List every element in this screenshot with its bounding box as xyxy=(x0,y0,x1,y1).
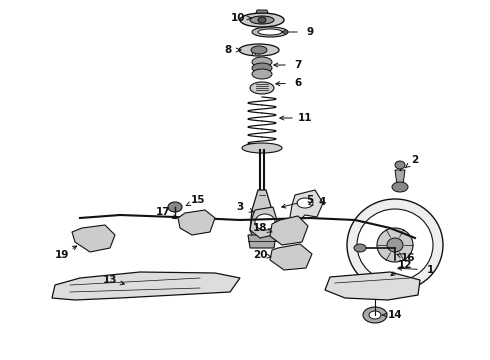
Ellipse shape xyxy=(387,238,403,252)
Text: 6: 6 xyxy=(294,78,302,88)
Text: 14: 14 xyxy=(388,310,402,320)
Ellipse shape xyxy=(250,16,274,24)
Ellipse shape xyxy=(239,44,279,56)
Ellipse shape xyxy=(395,161,405,169)
Text: 8: 8 xyxy=(224,45,232,55)
Text: 18: 18 xyxy=(253,223,267,233)
Ellipse shape xyxy=(255,214,275,230)
Text: 12: 12 xyxy=(398,260,412,270)
Text: 5: 5 xyxy=(306,195,314,205)
Ellipse shape xyxy=(242,143,282,153)
Ellipse shape xyxy=(252,69,272,79)
Text: 11: 11 xyxy=(298,113,312,123)
Ellipse shape xyxy=(252,57,272,67)
Polygon shape xyxy=(52,272,240,300)
Text: 17: 17 xyxy=(156,207,171,217)
Text: 4: 4 xyxy=(318,197,326,207)
Text: 19: 19 xyxy=(55,250,69,260)
Ellipse shape xyxy=(250,82,274,94)
Polygon shape xyxy=(72,225,115,252)
Text: 13: 13 xyxy=(103,275,117,285)
Ellipse shape xyxy=(357,209,433,281)
Text: 1: 1 xyxy=(426,265,434,275)
Text: 7: 7 xyxy=(294,60,302,70)
Ellipse shape xyxy=(240,13,284,27)
Ellipse shape xyxy=(363,307,387,323)
Ellipse shape xyxy=(297,198,313,208)
Polygon shape xyxy=(250,207,277,238)
Ellipse shape xyxy=(258,17,266,23)
Ellipse shape xyxy=(252,27,288,37)
Text: 3: 3 xyxy=(236,202,244,212)
Polygon shape xyxy=(250,190,274,240)
Text: 16: 16 xyxy=(401,253,415,263)
Ellipse shape xyxy=(369,311,381,319)
Ellipse shape xyxy=(252,63,272,73)
Text: 9: 9 xyxy=(306,27,314,37)
Ellipse shape xyxy=(258,29,282,35)
Text: 10: 10 xyxy=(231,13,245,23)
Polygon shape xyxy=(290,190,323,223)
Polygon shape xyxy=(270,216,308,245)
Ellipse shape xyxy=(251,46,267,54)
Ellipse shape xyxy=(392,182,408,192)
Polygon shape xyxy=(325,272,420,300)
Polygon shape xyxy=(256,10,268,13)
Ellipse shape xyxy=(168,202,182,212)
Polygon shape xyxy=(270,244,312,270)
Polygon shape xyxy=(395,170,405,185)
Text: 2: 2 xyxy=(412,155,418,165)
Polygon shape xyxy=(248,235,276,248)
Polygon shape xyxy=(178,210,215,235)
Ellipse shape xyxy=(354,244,366,252)
Ellipse shape xyxy=(377,228,413,262)
Text: 15: 15 xyxy=(191,195,205,205)
Text: 20: 20 xyxy=(253,250,267,260)
Ellipse shape xyxy=(347,199,443,291)
